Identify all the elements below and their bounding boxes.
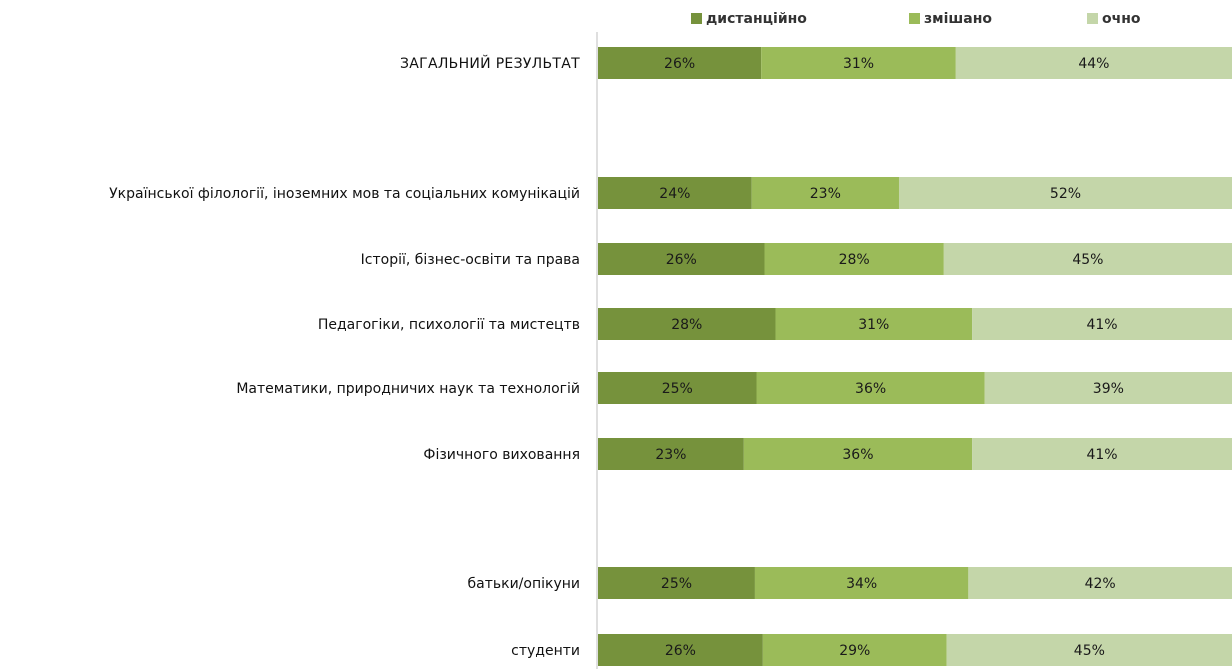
bar-segment [598, 567, 755, 599]
data-label: 44% [1078, 56, 1109, 72]
bar-segment [751, 177, 899, 209]
data-label: 31% [858, 317, 889, 333]
data-label: 23% [655, 447, 686, 463]
bar-segment [943, 243, 1232, 275]
data-label: 29% [839, 643, 870, 659]
bar-segment [761, 47, 956, 79]
bar-segment [968, 567, 1232, 599]
bar-segment [598, 372, 757, 404]
category-label: ЗАГАЛЬНИЙ РЕЗУЛЬТАТ [400, 54, 580, 72]
data-label: 25% [661, 576, 692, 592]
bar-segment [972, 308, 1232, 340]
category-label: Історії, бізнес-освіти та права [361, 252, 580, 268]
data-label: 24% [659, 186, 690, 202]
bar-segment [955, 47, 1232, 79]
bar-segment [598, 47, 762, 79]
bar-segment [984, 372, 1232, 404]
data-label: 26% [665, 643, 696, 659]
data-label: 26% [664, 56, 695, 72]
bar-segment [762, 634, 947, 666]
bar-segment [775, 308, 973, 340]
legend-label-2: очно [1102, 11, 1141, 27]
bar-segment [754, 567, 969, 599]
data-label: 45% [1074, 643, 1105, 659]
bar-segment [598, 438, 744, 470]
bar-segment [756, 372, 985, 404]
data-label: 23% [810, 186, 841, 202]
bar-segment [598, 634, 763, 666]
category-label: батьки/опікуни [468, 576, 581, 592]
data-label: 34% [846, 576, 877, 592]
category-labels: ЗАГАЛЬНИЙ РЕЗУЛЬТАТ Української філології… [109, 54, 580, 659]
category-label: Педагогіки, психології та мистецтв [318, 317, 580, 333]
legend: дистанційно змішано очно [691, 11, 1141, 27]
data-label: 25% [662, 381, 693, 397]
bar-segment [972, 438, 1232, 470]
legend-swatch-0 [691, 13, 702, 24]
data-label: 45% [1072, 252, 1103, 268]
data-label: 36% [855, 381, 886, 397]
data-label: 28% [839, 252, 870, 268]
data-label: 42% [1085, 576, 1116, 592]
data-label: 41% [1086, 317, 1117, 333]
bar-segment [764, 243, 944, 275]
legend-label-1: змішано [924, 11, 992, 27]
bar-segment [598, 308, 776, 340]
bar-segment [598, 243, 765, 275]
data-label: 31% [843, 56, 874, 72]
legend-swatch-1 [909, 13, 920, 24]
category-label: Математики, природничих наук та технолог… [236, 381, 580, 397]
bar-segment [743, 438, 973, 470]
data-label: 39% [1093, 381, 1124, 397]
data-label: 52% [1050, 186, 1081, 202]
data-label: 36% [842, 447, 873, 463]
category-label: студенти [511, 643, 580, 659]
data-label: 41% [1086, 447, 1117, 463]
bar-segment [898, 177, 1232, 209]
category-label: Української філології, іноземних мов та … [109, 186, 580, 202]
bars: 26% 31% 44% 24% 23% 52% 26% 28% 45% 28% 31% 41% 25% 3… [598, 47, 1232, 666]
data-label: 28% [671, 317, 702, 333]
legend-label-0: дистанційно [706, 11, 807, 27]
category-label: Фізичного виховання [423, 447, 580, 463]
data-label: 26% [666, 252, 697, 268]
bar-segment [598, 177, 752, 209]
legend-swatch-2 [1087, 13, 1098, 24]
bar-segment [946, 634, 1232, 666]
